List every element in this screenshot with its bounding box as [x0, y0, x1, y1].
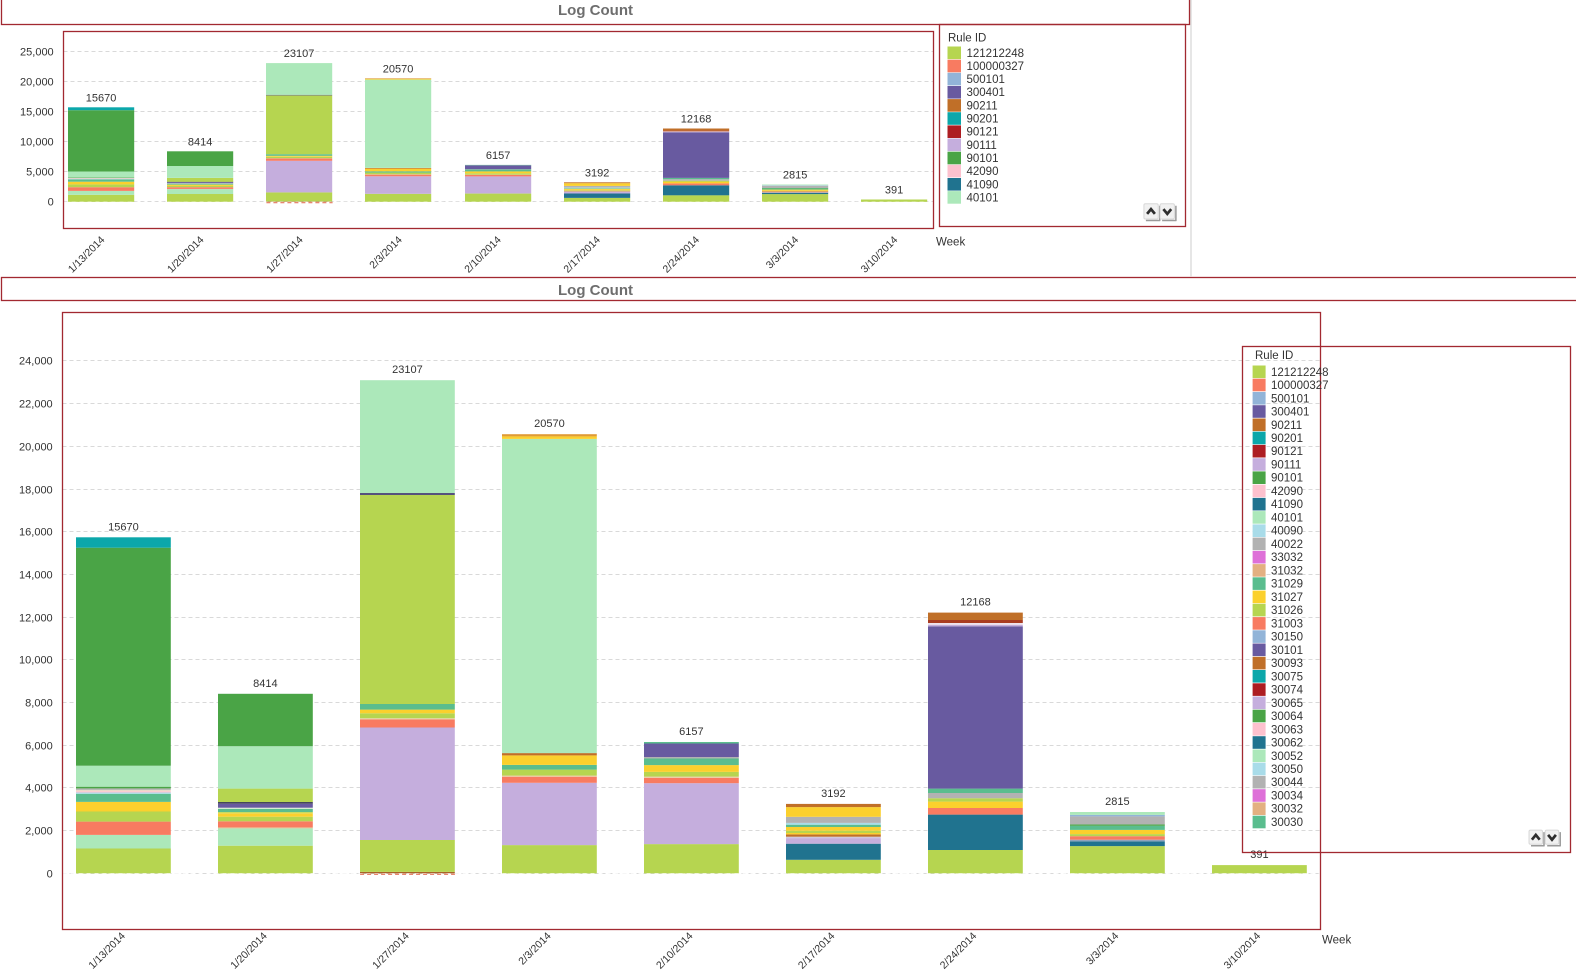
svg-text:300401: 300401	[1271, 407, 1309, 419]
svg-text:121212248: 121212248	[967, 48, 1025, 60]
svg-text:30065: 30065	[1271, 698, 1303, 710]
svg-text:0: 0	[47, 869, 53, 881]
svg-text:2,000: 2,000	[25, 826, 53, 838]
svg-text:90111: 90111	[1271, 460, 1301, 472]
svg-text:4,000: 4,000	[25, 783, 53, 795]
svg-text:2815: 2815	[1105, 796, 1129, 808]
svg-text:33032: 33032	[1271, 552, 1303, 564]
svg-text:8,000: 8,000	[25, 698, 53, 710]
svg-text:90111: 90111	[967, 140, 997, 152]
svg-text:41090: 41090	[967, 179, 999, 191]
svg-text:40090: 40090	[1271, 526, 1303, 538]
svg-text:90121: 90121	[967, 127, 999, 139]
svg-text:30034: 30034	[1271, 791, 1304, 803]
svg-text:300401: 300401	[967, 87, 1005, 99]
svg-text:30064: 30064	[1271, 711, 1304, 723]
svg-text:Log Count: Log Count	[558, 282, 633, 299]
svg-text:15,000: 15,000	[20, 107, 54, 119]
svg-text:8414: 8414	[188, 136, 212, 148]
svg-text:6157: 6157	[679, 726, 703, 738]
svg-text:Log Count: Log Count	[558, 2, 633, 19]
svg-text:3192: 3192	[585, 167, 609, 179]
svg-text:121212248: 121212248	[1271, 367, 1329, 379]
svg-text:391: 391	[885, 185, 903, 197]
svg-text:100000327: 100000327	[967, 61, 1025, 73]
svg-text:0: 0	[48, 197, 54, 209]
svg-text:30150: 30150	[1271, 632, 1303, 644]
svg-text:40101: 40101	[1271, 512, 1303, 524]
svg-text:15670: 15670	[108, 521, 139, 533]
svg-text:Rule ID: Rule ID	[1255, 350, 1293, 362]
svg-text:30032: 30032	[1271, 804, 1303, 816]
svg-text:31026: 31026	[1271, 605, 1303, 617]
svg-text:22,000: 22,000	[19, 399, 53, 411]
svg-text:20570: 20570	[534, 418, 565, 430]
svg-text:14,000: 14,000	[19, 570, 53, 582]
svg-text:2815: 2815	[783, 170, 807, 182]
svg-text:12,000: 12,000	[19, 613, 53, 625]
svg-text:30052: 30052	[1271, 751, 1303, 763]
svg-text:Rule ID: Rule ID	[948, 33, 986, 45]
svg-text:90121: 90121	[1271, 446, 1303, 458]
svg-text:90211: 90211	[1271, 420, 1302, 432]
svg-text:18,000: 18,000	[19, 485, 53, 497]
svg-text:6157: 6157	[486, 150, 510, 162]
svg-text:Week: Week	[936, 237, 965, 249]
svg-text:23107: 23107	[392, 364, 423, 376]
svg-text:16,000: 16,000	[19, 527, 53, 539]
svg-text:500101: 500101	[1271, 393, 1309, 405]
svg-text:30074: 30074	[1271, 685, 1304, 697]
svg-text:24,000: 24,000	[19, 356, 53, 368]
svg-text:10,000: 10,000	[19, 655, 53, 667]
svg-text:31029: 31029	[1271, 579, 1303, 591]
svg-text:20570: 20570	[383, 63, 414, 75]
svg-text:90101: 90101	[967, 153, 999, 165]
svg-text:Week: Week	[1322, 935, 1351, 947]
svg-text:20,000: 20,000	[19, 442, 53, 454]
svg-text:23107: 23107	[284, 48, 315, 60]
svg-text:10,000: 10,000	[20, 137, 54, 149]
svg-text:30093: 30093	[1271, 658, 1303, 670]
svg-text:30044: 30044	[1271, 777, 1304, 789]
svg-text:5,000: 5,000	[26, 167, 54, 179]
svg-text:42090: 42090	[1271, 486, 1303, 498]
svg-text:31032: 31032	[1271, 565, 1303, 577]
svg-text:15670: 15670	[86, 92, 117, 104]
svg-text:90211: 90211	[967, 100, 998, 112]
svg-text:31003: 31003	[1271, 618, 1303, 630]
svg-text:3192: 3192	[821, 788, 845, 800]
svg-text:90201: 90201	[1271, 433, 1303, 445]
svg-text:31027: 31027	[1271, 592, 1303, 604]
svg-text:8414: 8414	[253, 678, 277, 690]
svg-text:42090: 42090	[967, 166, 999, 178]
svg-text:30062: 30062	[1271, 738, 1303, 750]
svg-text:90201: 90201	[967, 114, 999, 126]
svg-text:30101: 30101	[1271, 645, 1303, 657]
svg-text:90101: 90101	[1271, 473, 1303, 485]
svg-text:30075: 30075	[1271, 671, 1303, 683]
svg-text:41090: 41090	[1271, 499, 1303, 511]
svg-text:40022: 40022	[1271, 539, 1303, 551]
svg-text:100000327: 100000327	[1271, 380, 1329, 392]
svg-text:30030: 30030	[1271, 817, 1303, 829]
svg-text:391: 391	[1250, 849, 1268, 861]
svg-text:500101: 500101	[967, 74, 1005, 86]
svg-text:20,000: 20,000	[20, 77, 54, 89]
svg-text:40101: 40101	[967, 192, 999, 204]
svg-text:12168: 12168	[960, 597, 991, 609]
svg-text:30050: 30050	[1271, 764, 1303, 776]
svg-text:30063: 30063	[1271, 724, 1303, 736]
svg-text:25,000: 25,000	[20, 47, 54, 59]
svg-text:6,000: 6,000	[25, 741, 53, 753]
svg-text:12168: 12168	[681, 114, 712, 126]
